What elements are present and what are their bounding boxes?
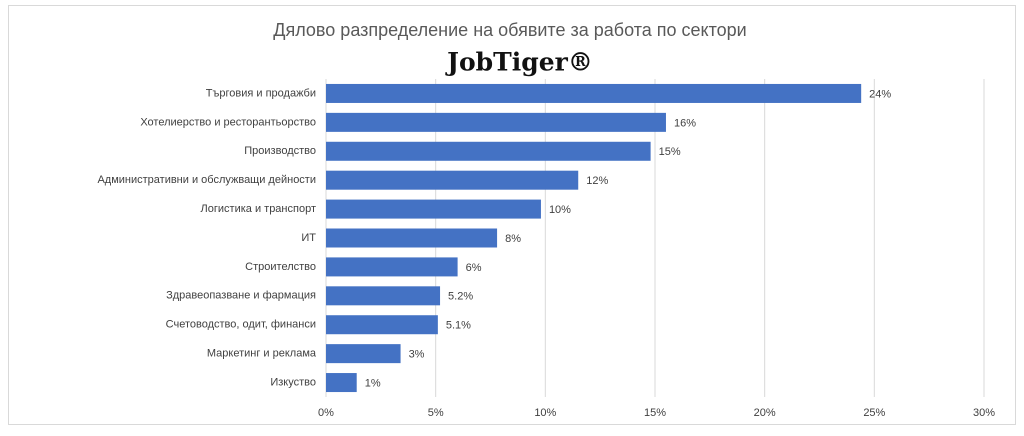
x-tick-label: 5% <box>428 407 444 419</box>
value-label: 10% <box>549 204 571 216</box>
x-tick-label: 25% <box>863 407 885 419</box>
y-tick-label: Производство <box>244 145 316 157</box>
value-label: 8% <box>505 233 521 245</box>
y-tick-label: Здравеопазване и фармация <box>166 290 316 302</box>
value-label: 24% <box>869 88 891 100</box>
value-label: 12% <box>586 175 608 187</box>
bar <box>326 228 498 248</box>
bar <box>326 257 458 277</box>
bar <box>326 286 441 306</box>
bar <box>326 373 357 393</box>
y-tick-label: Маркетинг и реклама <box>207 348 317 360</box>
value-label: 16% <box>674 117 696 129</box>
x-tick-label: 10% <box>534 407 556 419</box>
bar <box>326 170 579 190</box>
value-label: 6% <box>466 262 482 274</box>
value-label: 15% <box>659 146 681 158</box>
y-tick-label: Търговия и продажби <box>206 87 316 99</box>
y-tick-label: ИТ <box>301 232 316 244</box>
bar <box>326 83 862 103</box>
y-tick-label: Счетоводство, одит, финанси <box>166 319 316 331</box>
bar <box>326 141 651 161</box>
value-label: 5.2% <box>448 291 473 303</box>
value-label: 3% <box>409 349 425 361</box>
chart-title: Дялово разпределение на обявите за работ… <box>273 20 746 40</box>
bar <box>326 344 401 364</box>
x-tick-label: 0% <box>318 407 334 419</box>
bar <box>326 315 438 335</box>
y-tick-label: Изкуство <box>270 376 316 388</box>
y-tick-label: Хотелиерство и ресторантьорство <box>140 116 316 128</box>
x-tick-label: 20% <box>754 407 776 419</box>
bar <box>326 112 666 132</box>
y-tick-label: Строителство <box>245 261 316 273</box>
x-tick-label: 15% <box>644 407 666 419</box>
logo: JobTiger® <box>445 48 593 77</box>
y-tick-label: Административни и обслужващи дейности <box>97 174 316 186</box>
x-tick-label: 30% <box>973 407 995 419</box>
bar <box>326 199 541 219</box>
y-tick-label: Логистика и транспорт <box>201 203 316 215</box>
value-label: 1% <box>365 377 381 389</box>
value-label: 5.1% <box>446 320 471 332</box>
